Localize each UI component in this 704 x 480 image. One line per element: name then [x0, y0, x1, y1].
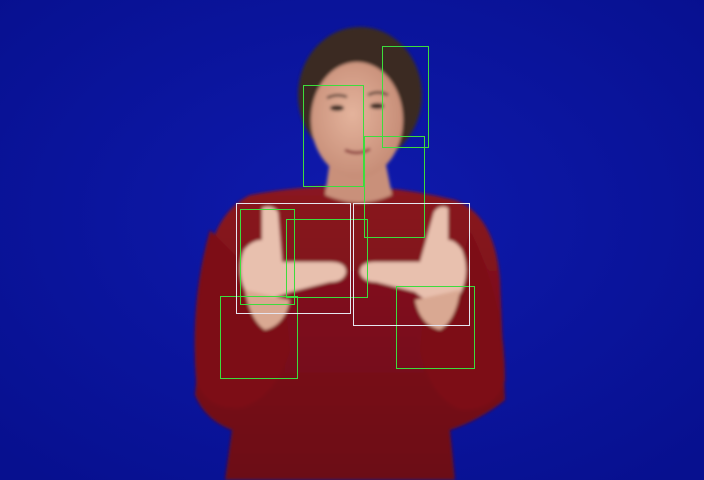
mouth: [344, 147, 371, 155]
right-eye: [370, 103, 384, 109]
left-arm: [194, 230, 290, 409]
brow-left: [326, 94, 348, 100]
face: [311, 62, 403, 178]
left-eye: [330, 105, 344, 111]
left-wrist: [245, 290, 290, 330]
signer-figure: [194, 27, 505, 480]
left-hand: [240, 206, 346, 299]
right-hand: [360, 206, 466, 306]
right-wrist: [415, 290, 460, 330]
right-arm: [420, 230, 505, 410]
brow-right: [367, 91, 389, 97]
